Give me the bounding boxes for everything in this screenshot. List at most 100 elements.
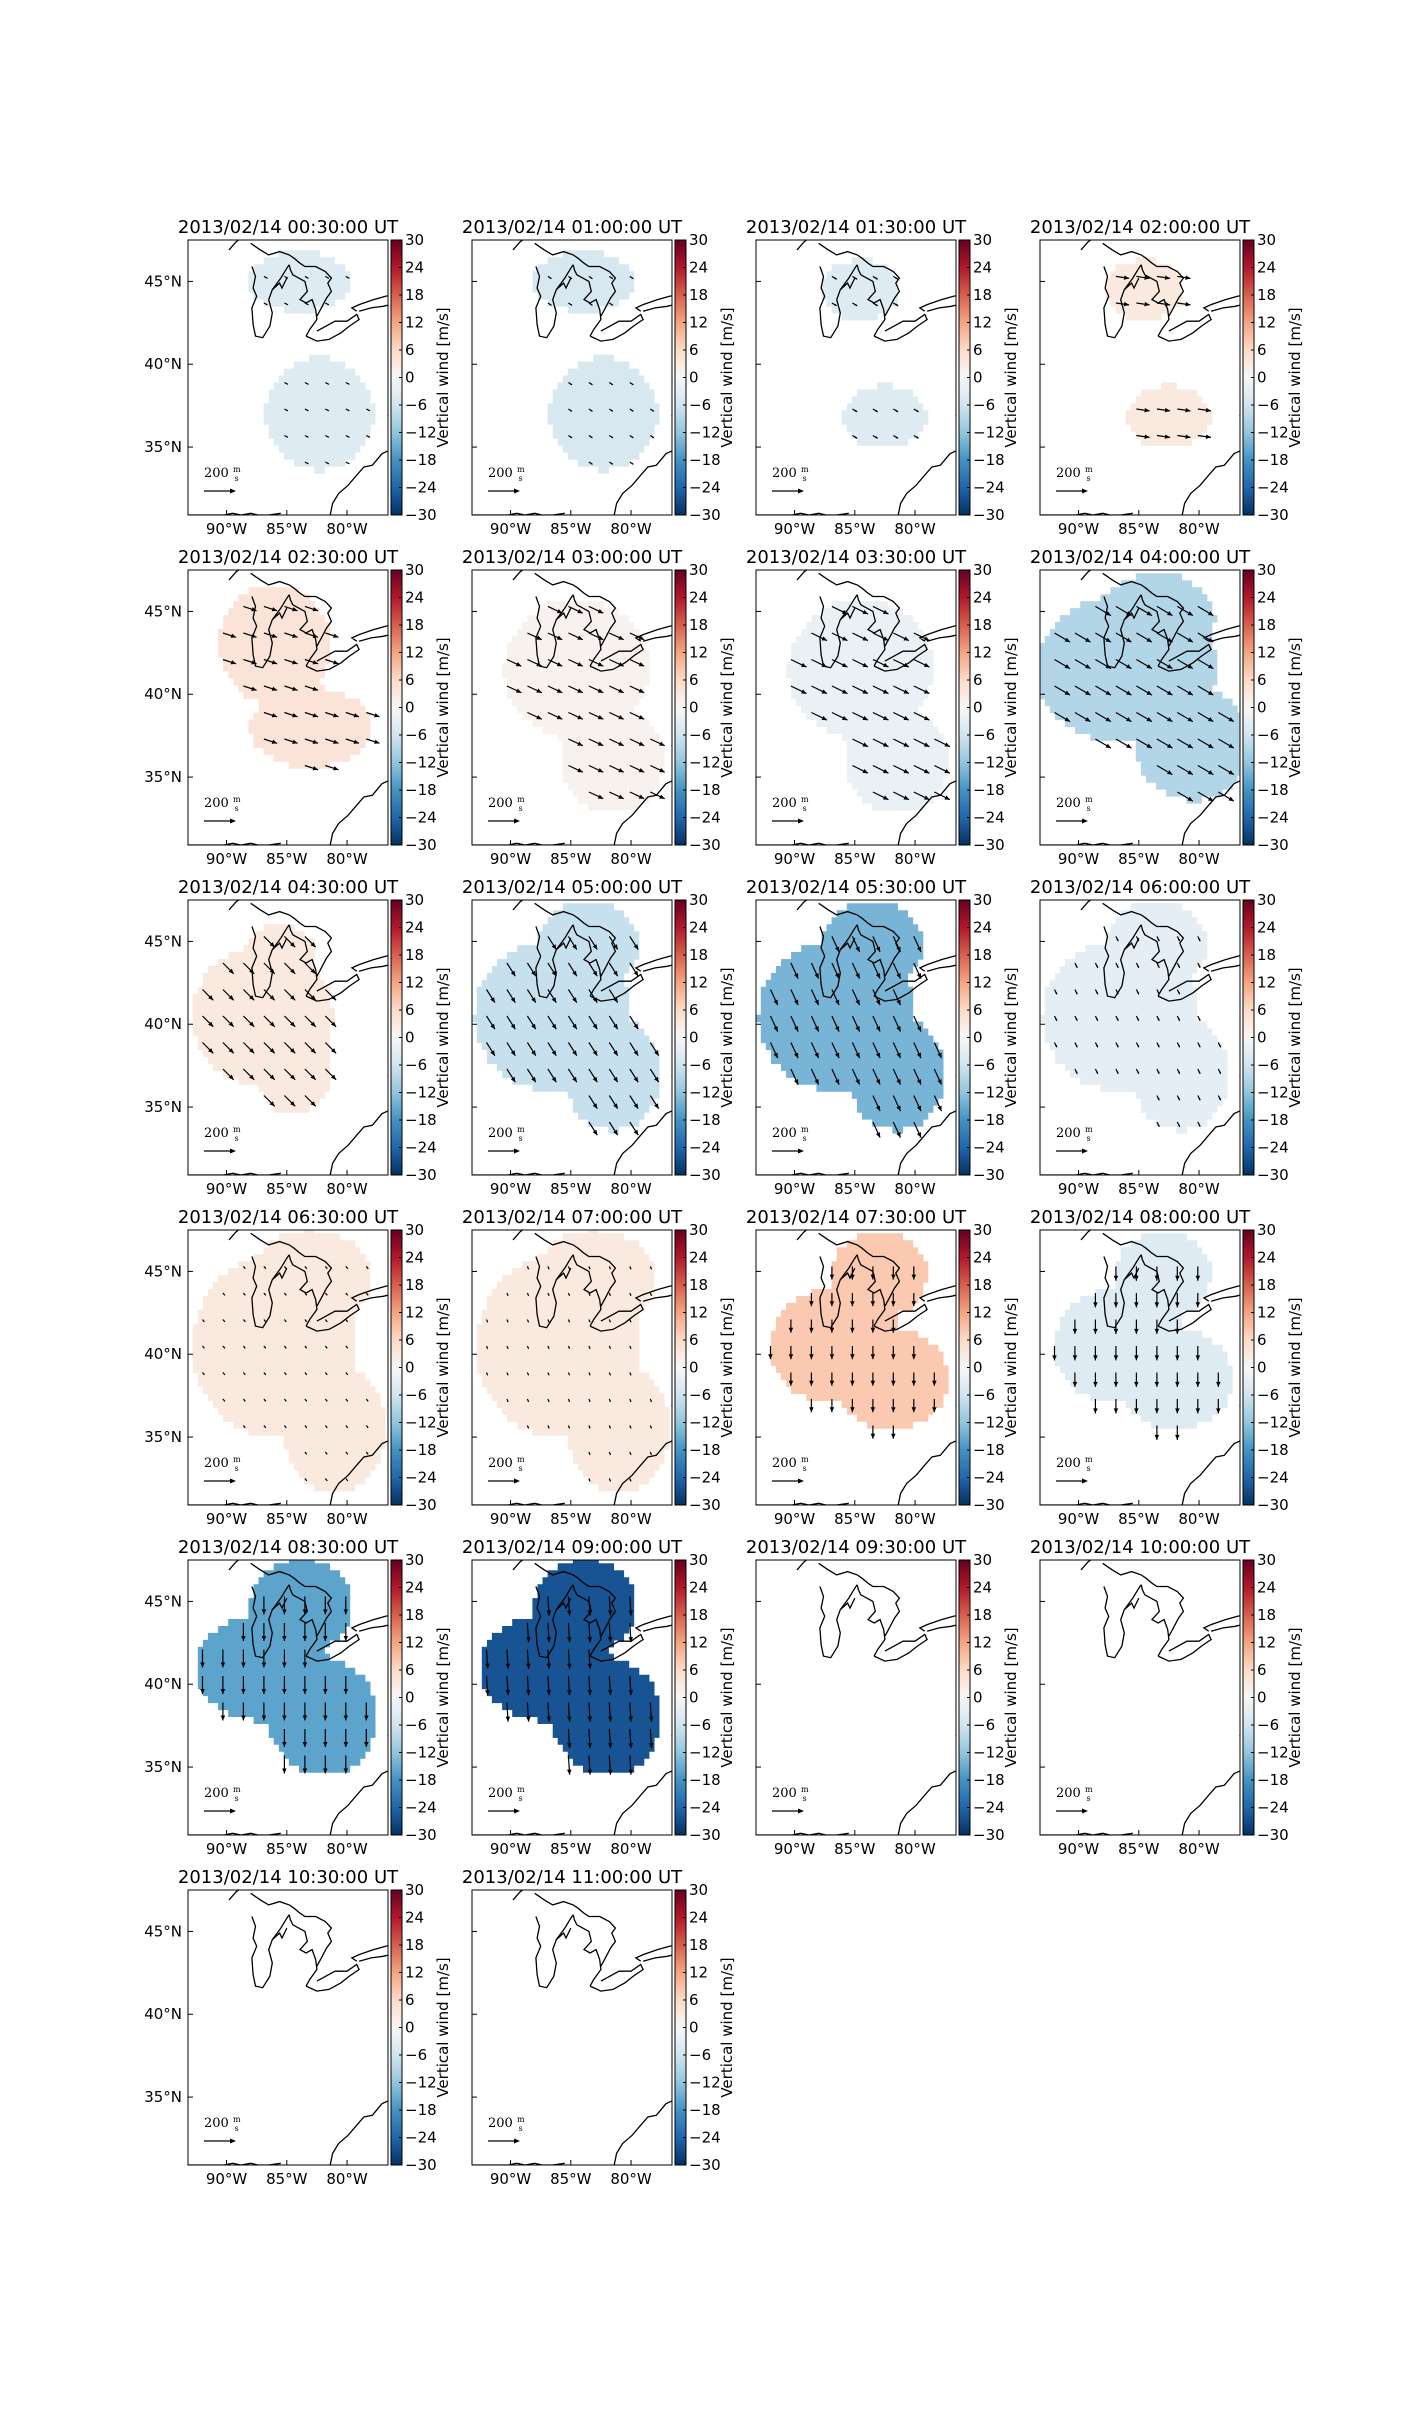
wind-arrow-head (608, 1610, 613, 1616)
panel-title: 2013/02/14 08:00:00 UT (1030, 1207, 1251, 1228)
coastline (1202, 1615, 1240, 1632)
lon-tick-label: 80°W (1178, 1510, 1220, 1528)
wind-arrows (1052, 1266, 1221, 1440)
wind-arrow-head (1187, 637, 1193, 643)
wind-arrow-head (244, 1426, 246, 1428)
coastline (839, 1597, 856, 1611)
colorbar-tick-label: 0 (973, 1689, 983, 1707)
lon-tick-label: 90°W (206, 520, 248, 538)
map-frame (187, 239, 389, 516)
wind-arrow-head (590, 436, 593, 438)
wind-arrow-head (597, 794, 604, 799)
wind-arrow-head (628, 1743, 633, 1749)
coastline (512, 1560, 524, 1571)
coastlines (1040, 1560, 1240, 1835)
map-frame (755, 1559, 957, 1836)
wind-arrow-head (883, 662, 889, 668)
colorbar-tick-label: −6 (405, 726, 427, 744)
wind-arrow-head (548, 1268, 550, 1270)
wind-arrow-head (788, 1380, 794, 1386)
wind-arrow-head (1185, 407, 1191, 413)
colorbar-tick-label: 24 (1257, 259, 1276, 277)
coastline (288, 1584, 318, 1657)
colorbar: 30 24 18 12 6 0 −6 −12 −18 −24 −30 Vertical wind [m… (1242, 1551, 1304, 1844)
wind-arrow-head (306, 303, 309, 305)
wind-arrows (200, 1596, 369, 1774)
wind-arrow-head (854, 409, 858, 412)
wind-arrow-head (333, 713, 339, 718)
wind-arrow-head (924, 742, 930, 747)
wind-arrow-head (251, 686, 257, 691)
colorbar-tick-label: −12 (689, 2074, 721, 2092)
wind-arrow-head (343, 1768, 349, 1774)
wind-arrow-head (592, 1076, 598, 1083)
colorbar: 30 24 18 12 6 0 −6 −12 −18 −24 −30 Vertical wind [m… (390, 561, 452, 854)
wind-arrows (202, 1266, 369, 1482)
panel-title: 2013/02/14 03:30:00 UT (746, 547, 967, 568)
wind-arrow-head (568, 1268, 570, 1270)
coastline (634, 1285, 672, 1302)
wind-arrow-head (310, 1101, 316, 1107)
coastline (250, 902, 333, 977)
wind-arrow-head (526, 1690, 531, 1696)
colorbar-tick-label: 12 (689, 1304, 708, 1322)
wind-arrow-head (346, 1294, 348, 1296)
colorbar-tick-label: 6 (1257, 1001, 1267, 1019)
vertical-wind-field (192, 1230, 386, 1492)
wind-arrow-head (911, 1274, 917, 1280)
colorbar: 30 24 18 12 6 0 −6 −12 −18 −24 −30 Vertical wind [m… (390, 1221, 452, 1514)
coastline (796, 900, 808, 911)
lon-tick-label: 80°W (610, 1840, 652, 1858)
colorbar-tick-label: 18 (1257, 616, 1276, 634)
colorbar-tick-label: 30 (973, 231, 992, 249)
vertical-wind-field (786, 601, 949, 811)
colorbar: 30 24 18 12 6 0 −6 −12 −18 −24 −30 Vertical wind [m… (1242, 231, 1304, 524)
coastlines (188, 570, 388, 845)
colorbar-label: Vertical wind [m/s] (1002, 1627, 1020, 1767)
wind-arrow-head (609, 1294, 611, 1296)
wind-arrow-head (611, 303, 613, 306)
colorbar-tick-label: −18 (405, 1111, 437, 1129)
wind-arrow-head (271, 660, 278, 665)
wind-arrow-head (1105, 637, 1111, 643)
wind-arrow-head (261, 1636, 267, 1641)
vertical-wind-field (248, 250, 376, 474)
colorbar-tick-label: 24 (689, 1249, 708, 1267)
colorbar-tick-label: −12 (689, 1084, 721, 1102)
lon-tick-label: 80°W (1178, 520, 1220, 538)
wind-arrow-head (911, 1301, 917, 1307)
wind-arrow-head (485, 1690, 490, 1696)
wind-arrow-head (312, 766, 319, 771)
wind-arrow-head (331, 1048, 337, 1054)
wind-arrow-head (821, 689, 827, 694)
wind-arrow-head (551, 944, 557, 950)
colorbar: 30 24 18 12 6 0 −6 −12 −18 −24 −30 Vertical wind [m… (674, 231, 736, 524)
wind-arrow-head (310, 968, 316, 974)
coastline (1181, 413, 1240, 515)
colorbar-tick-label: 24 (1257, 589, 1276, 607)
colorbar-tick-label: −24 (405, 1799, 437, 1817)
wind-arrow-head (310, 1048, 316, 1054)
wind-arrow-head (937, 1079, 942, 1085)
lon-tick-label: 85°W (266, 1510, 308, 1528)
wind-arrow-head (526, 1637, 531, 1643)
colorbar-tick-label: −30 (405, 1166, 437, 1184)
wind-arrow-head (1187, 611, 1193, 616)
colorbar-tick-label: 6 (1257, 1661, 1267, 1679)
map-panel: 2013/02/14 02:30:00 UT 90°W 85°W 80°W 45°N 40… (144, 547, 452, 868)
coastline (873, 643, 928, 672)
coastline (1157, 1303, 1212, 1332)
wind-arrow-head (264, 1373, 266, 1375)
colorbar-tick-label: −6 (689, 726, 711, 744)
wind-arrow-head (903, 742, 909, 747)
wind-arrow-head (346, 1426, 348, 1428)
wind-arrow-head (862, 768, 868, 774)
wind-arrow-head (1175, 1408, 1180, 1414)
